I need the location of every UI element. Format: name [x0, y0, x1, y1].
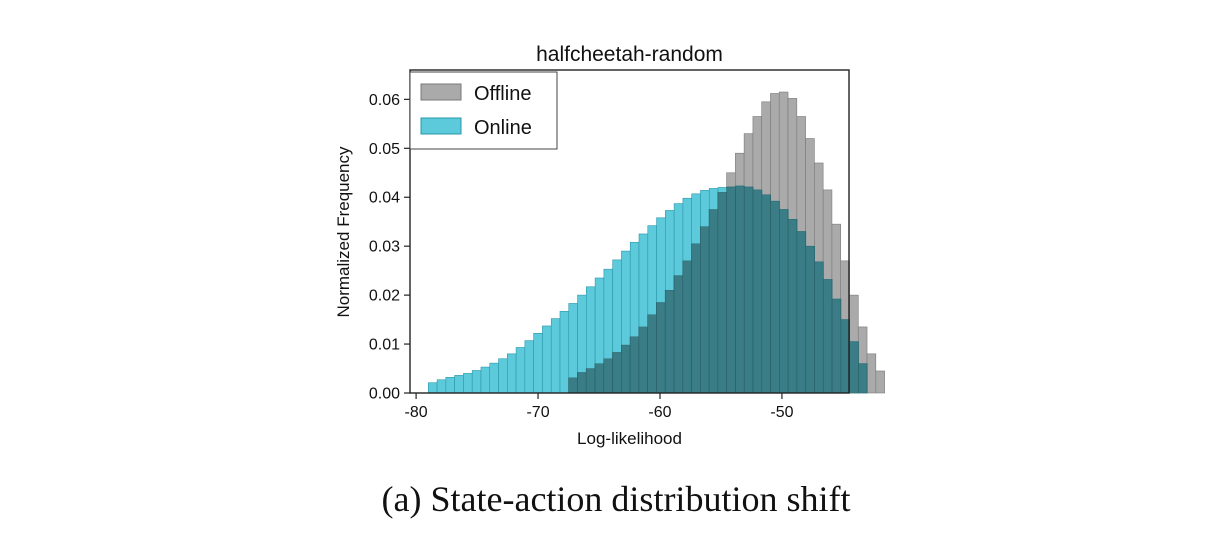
offline-bar — [875, 370, 885, 394]
online-bar — [498, 358, 508, 394]
overlap-bar — [779, 209, 789, 394]
online-bar — [533, 332, 543, 394]
legend: Offline Online — [409, 71, 558, 150]
online-bar — [454, 375, 464, 394]
offline-bar — [866, 353, 877, 394]
overlap-bar — [788, 219, 798, 394]
overlap-bar — [647, 314, 657, 394]
overlap-bar — [665, 290, 675, 394]
y-tick-label: 0.03 — [369, 239, 400, 256]
y-tick-label: 0.06 — [369, 92, 400, 109]
overlap-bar — [831, 298, 841, 394]
y-axis: 0.00 0.01 0.02 0.03 0.04 0.05 0.06 — [369, 92, 410, 403]
plot-frame — [409, 69, 850, 394]
online-bar — [515, 347, 526, 394]
online-bar — [427, 382, 438, 394]
online-bar — [542, 325, 552, 394]
overlap-bar — [709, 209, 718, 394]
overlap-bar — [612, 352, 622, 394]
x-tick-label: -80 — [405, 404, 428, 421]
y-tick-label: 0.05 — [369, 141, 400, 158]
figure-caption: (a) State-action distribution shift — [381, 479, 851, 519]
overlap-bar — [849, 341, 859, 394]
overlap-bar — [630, 336, 639, 394]
overlap-bar — [726, 186, 736, 394]
online-bar — [436, 379, 447, 394]
overlap-bar — [568, 377, 578, 394]
histogram-chart: 0.00 0.01 0.02 0.03 0.04 0.05 0.06 -80 -70 -60 -5… — [334, 43, 885, 448]
overlap-bar — [770, 200, 780, 394]
y-tick-label: 0.04 — [369, 190, 400, 207]
overlap-bar — [858, 363, 868, 394]
overlap-bar — [656, 302, 666, 394]
overlap-bar — [796, 231, 806, 394]
overlap-bar — [586, 368, 596, 394]
overlap-bar — [717, 192, 727, 394]
online-bar — [471, 370, 482, 394]
legend-swatch-online — [420, 117, 462, 135]
y-tick-label: 0.01 — [369, 337, 400, 354]
overlap-bar — [691, 243, 701, 394]
online-bar — [445, 377, 455, 394]
overlap-bar — [577, 372, 587, 394]
overlap-bar — [761, 194, 771, 394]
online-bar — [524, 340, 534, 394]
legend-label-offline: Offline — [474, 83, 531, 105]
online-bar — [480, 366, 491, 394]
overlap-bar — [840, 319, 850, 394]
y-tick-label: 0.02 — [369, 288, 400, 305]
overlap-bar — [814, 261, 824, 394]
overlap-bar — [823, 279, 833, 394]
overlap-bar — [805, 245, 815, 394]
overlap-bar — [673, 275, 683, 394]
y-tick-label: 0.00 — [369, 386, 400, 403]
overlap-bar — [603, 358, 613, 394]
online-bar — [507, 353, 517, 394]
x-axis-label: Log-likelihood — [577, 429, 682, 448]
chart-title: halfcheetah-random — [536, 43, 723, 66]
overlap-bars — [568, 185, 868, 394]
y-axis-label: Normalized Frequency — [334, 146, 353, 318]
x-tick-label: -60 — [648, 404, 671, 421]
overlap-bar — [700, 226, 710, 394]
overlap-bar — [744, 186, 754, 394]
online-bar — [489, 362, 499, 394]
legend-label-online: Online — [474, 117, 532, 139]
overlap-bar — [735, 185, 745, 394]
overlap-bar — [594, 363, 604, 394]
x-tick-label: -70 — [526, 404, 549, 421]
legend-swatch-offline — [420, 83, 462, 101]
overlap-bar — [621, 344, 631, 394]
overlap-bar — [682, 260, 692, 394]
overlap-bar — [638, 326, 648, 394]
overlap-bar — [752, 189, 762, 394]
x-tick-label: -50 — [770, 404, 793, 421]
online-bar — [550, 318, 561, 394]
online-bar — [463, 373, 473, 394]
x-axis: -80 -70 -60 -50 — [405, 393, 794, 421]
online-bar — [559, 310, 570, 394]
